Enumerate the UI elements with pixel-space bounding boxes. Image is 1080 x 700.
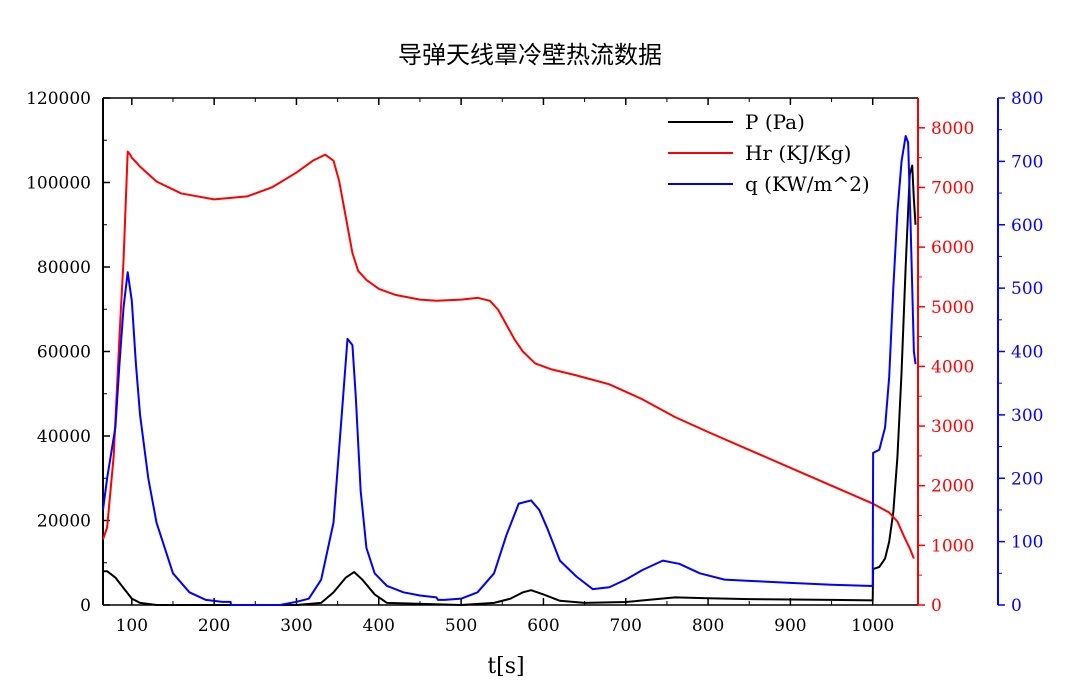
x-tick-label: 700 bbox=[610, 616, 642, 636]
y-tick-label-right2: 200 bbox=[1011, 469, 1043, 489]
y-tick-label-right2: 700 bbox=[1011, 152, 1043, 172]
series-line-2 bbox=[102, 150, 915, 559]
x-tick-label: 200 bbox=[198, 616, 230, 636]
x-tick-label: 800 bbox=[692, 616, 724, 636]
y-tick-label-left: 60000 bbox=[37, 343, 91, 363]
y-tick-label-right2: 400 bbox=[1011, 343, 1043, 363]
y-tick-label-right1: 2000 bbox=[931, 477, 974, 497]
legend-label-2: Hr (KJ/Kg) bbox=[745, 141, 851, 165]
x-tick-label: 100 bbox=[116, 616, 148, 636]
y-tick-label-right1: 4000 bbox=[931, 357, 974, 377]
y-tick-label-left: 0 bbox=[80, 596, 91, 616]
series-line-3 bbox=[102, 135, 917, 606]
x-tick-label: 300 bbox=[280, 616, 312, 636]
x-tick-label: 900 bbox=[774, 616, 806, 636]
y-tick-label-right1: 6000 bbox=[931, 238, 974, 258]
y-tick-label-right1: 5000 bbox=[931, 298, 974, 318]
y-tick-label-right2: 500 bbox=[1011, 279, 1043, 299]
y-tick-label-right1: 3000 bbox=[931, 417, 974, 437]
legend: P (Pa) Hr (KJ/Kg) q (KW/m^2) bbox=[668, 110, 870, 196]
legend-label-3: q (KW/m^2) bbox=[745, 172, 870, 196]
y-tick-label-right2: 0 bbox=[1011, 596, 1022, 616]
y-tick-label-right1: 0 bbox=[931, 596, 942, 616]
x-axis-label: t[s] bbox=[487, 654, 524, 679]
plot-series bbox=[102, 135, 917, 606]
y-tick-label-left: 80000 bbox=[37, 258, 91, 278]
x-tick-label: 500 bbox=[445, 616, 477, 636]
y-tick-label-left: 120000 bbox=[26, 89, 91, 109]
x-tick-label: 600 bbox=[527, 616, 559, 636]
y-tick-label-right1: 1000 bbox=[931, 536, 974, 556]
chart-title: 导弹天线罩冷壁热流数据 bbox=[398, 41, 662, 69]
y-tick-label-right1: 7000 bbox=[931, 178, 974, 198]
y-tick-label-right2: 800 bbox=[1011, 89, 1043, 109]
x-tick-label: 400 bbox=[363, 616, 395, 636]
plot-axes: 100 200 300 400 500 600 700 800 900 1000020000400… bbox=[26, 89, 1043, 636]
y-tick-label-left: 100000 bbox=[26, 174, 91, 194]
x-tick-label: 1000 bbox=[851, 616, 894, 636]
y-tick-label-left: 40000 bbox=[37, 427, 91, 447]
y-tick-label-right2: 600 bbox=[1011, 216, 1043, 236]
y-tick-label-right1: 8000 bbox=[931, 119, 974, 139]
series-line-1 bbox=[103, 164, 917, 606]
y-tick-label-left: 20000 bbox=[37, 512, 91, 532]
y-tick-label-right2: 100 bbox=[1011, 533, 1043, 553]
y-tick-label-right2: 300 bbox=[1011, 406, 1043, 426]
legend-label-1: P (Pa) bbox=[745, 110, 805, 134]
